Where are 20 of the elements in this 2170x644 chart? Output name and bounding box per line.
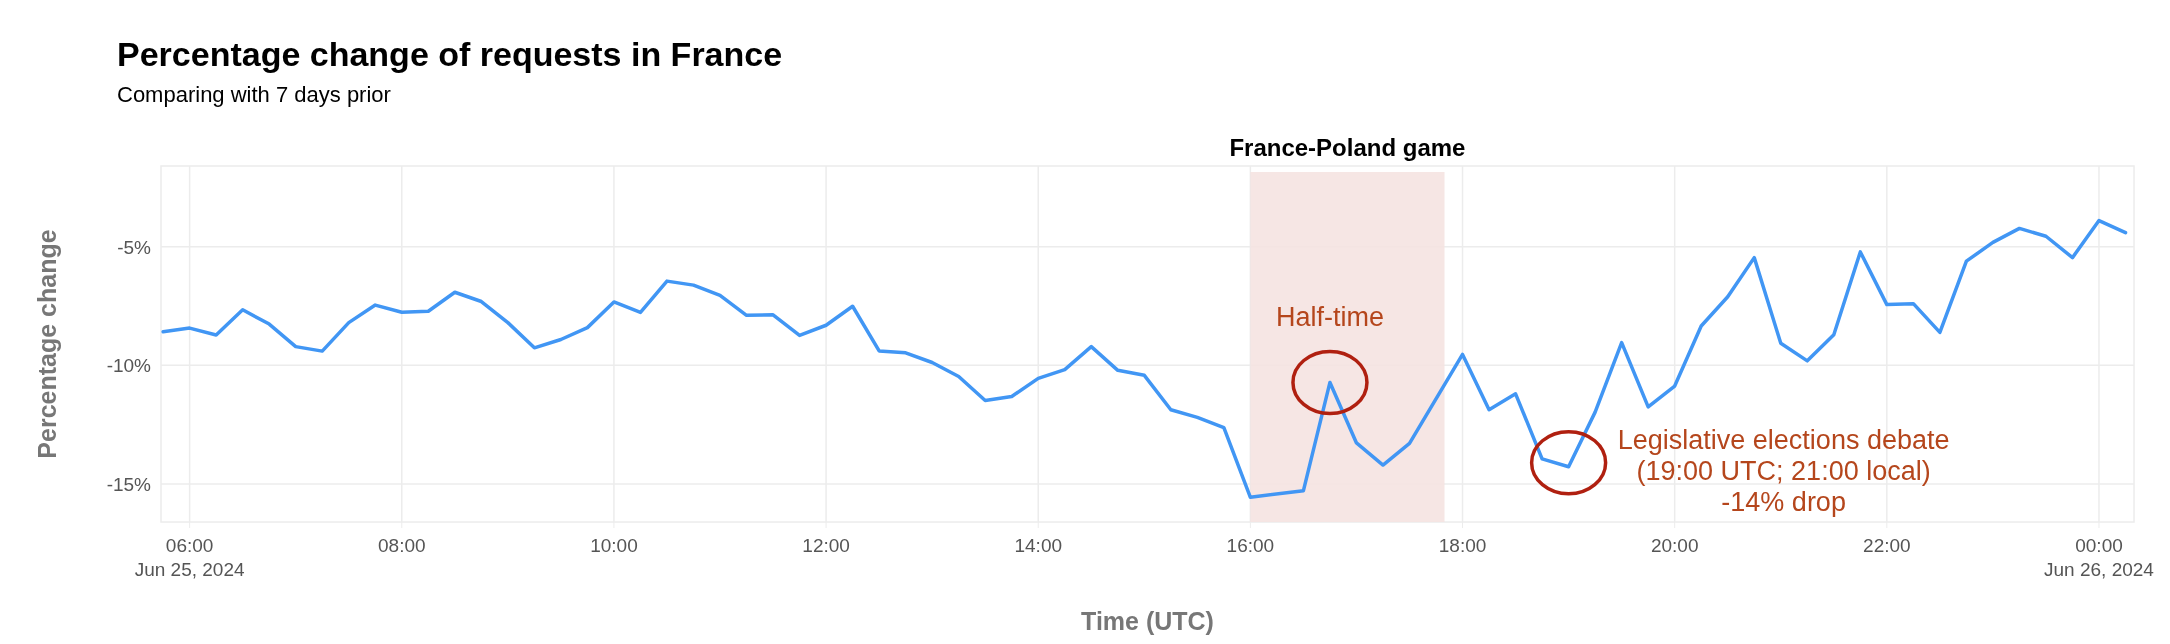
x-tick-label: 12:00	[802, 535, 850, 556]
annotation: Half-time	[1275, 302, 1384, 333]
x-tick-label: 00:00 Jun 26, 2024	[2044, 535, 2155, 580]
x-tick-label: 06:00 Jun 25, 2024	[134, 535, 246, 580]
y-axis-title: Percentage change	[33, 229, 61, 459]
y-tick-label: -15%	[106, 474, 152, 496]
x-tick-label: 08:00	[378, 535, 426, 556]
x-tick-label: 10:00	[590, 535, 638, 556]
x-axis-title: Time (UTC)	[1081, 607, 1214, 635]
y-tick-label: -5%	[117, 236, 152, 258]
x-tick-label: 16:00	[1226, 535, 1275, 556]
chart-subtitle: Comparing with 7 days prior	[117, 82, 391, 107]
x-tick-label: 14:00	[1014, 535, 1063, 556]
annotation: Legislative elections debate (19:00 UTC; 21:00 local) -14% drop	[1617, 424, 1950, 517]
y-tick-label: -10%	[106, 355, 152, 377]
x-tick-label: 18:00	[1438, 535, 1487, 556]
chart-title: Percentage change of requests in France	[117, 35, 783, 73]
x-tick-label: 20:00	[1650, 535, 1699, 556]
band-label: France-Poland game	[1229, 134, 1466, 161]
x-tick-label: 22:00	[1863, 535, 1911, 556]
